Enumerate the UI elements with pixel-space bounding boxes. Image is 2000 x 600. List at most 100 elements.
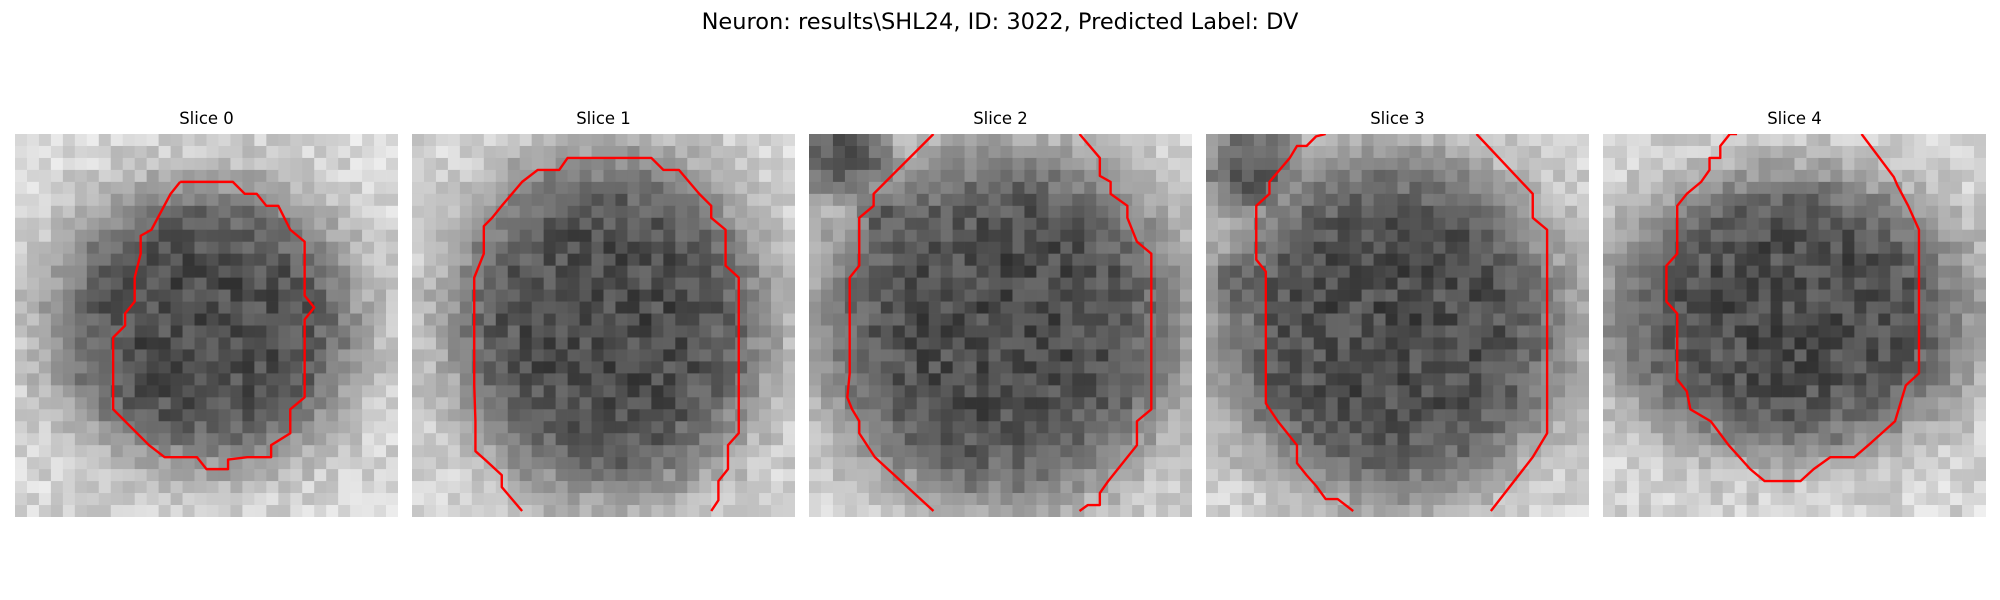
pixel: [543, 325, 556, 338]
pixel: [1012, 181, 1025, 195]
pixel: [1156, 469, 1169, 482]
pixel: [916, 505, 930, 517]
pixel: [1168, 493, 1181, 506]
pixel: [1421, 325, 1434, 338]
pixel: [435, 337, 449, 350]
pixel: [146, 349, 159, 362]
pixel: [627, 337, 640, 350]
pixel: [170, 433, 183, 446]
pixel: [447, 193, 461, 207]
pixel: [1206, 193, 1219, 207]
pixel: [976, 205, 989, 219]
pixel: [1373, 313, 1386, 326]
pixel: [1493, 445, 1506, 458]
pixel: [507, 481, 521, 494]
pixel: [1469, 193, 1482, 207]
pixel: [1710, 277, 1724, 290]
pixel: [1890, 313, 1903, 326]
pixel: [1758, 277, 1771, 290]
pixel: [1950, 289, 1963, 302]
pixel: [1782, 313, 1795, 326]
pixel: [1096, 265, 1109, 278]
pixel: [1469, 421, 1482, 434]
pixel: [1722, 157, 1736, 171]
pixel: [435, 253, 449, 267]
pixel: [940, 253, 953, 267]
pixel: [531, 409, 545, 422]
pixel: [988, 277, 1001, 290]
pixel: [663, 253, 676, 267]
pixel: [1686, 301, 1700, 314]
pixel: [928, 349, 942, 362]
pixel: [1926, 433, 1939, 446]
pixel: [1373, 349, 1386, 362]
pixel: [711, 385, 724, 398]
pixel: [1890, 361, 1903, 374]
pixel: [711, 301, 724, 314]
pixel: [567, 397, 580, 410]
pixel: [759, 134, 772, 147]
pixel: [603, 134, 616, 147]
pixel: [1950, 313, 1963, 326]
pixel: [194, 157, 207, 171]
pixel: [1325, 301, 1339, 314]
pixel: [880, 253, 894, 267]
pixel: [809, 134, 822, 147]
pixel: [1060, 457, 1073, 470]
pixel: [1553, 241, 1566, 255]
pixel: [1217, 481, 1231, 494]
pixel: [1505, 349, 1518, 362]
pixel: [904, 337, 918, 350]
pixel: [1265, 505, 1279, 517]
pixel: [170, 229, 183, 243]
pixel: [1156, 169, 1169, 183]
pixel: [832, 505, 846, 517]
pixel: [1156, 481, 1169, 494]
pixel: [651, 493, 664, 506]
pixel: [964, 145, 977, 159]
pixel: [1096, 493, 1109, 506]
pixel: [495, 409, 509, 422]
pixel: [1830, 337, 1843, 350]
pixel: [940, 445, 953, 458]
pixel: [1962, 301, 1975, 314]
pixel: [675, 349, 688, 362]
pixel: [1349, 289, 1362, 302]
pixel: [507, 421, 521, 434]
pixel: [880, 157, 894, 171]
pixel: [218, 217, 231, 231]
pixel: [110, 217, 124, 231]
pixel: [1024, 433, 1037, 446]
pixel: [964, 157, 977, 171]
pixel: [182, 445, 195, 458]
pixel: [1084, 157, 1097, 171]
pixel: [723, 421, 736, 434]
pixel: [26, 505, 40, 517]
pixel: [976, 493, 989, 506]
pixel: [170, 241, 183, 255]
pixel: [567, 325, 580, 338]
pixel: [952, 241, 965, 255]
pixel: [471, 217, 485, 231]
pixel: [1854, 409, 1867, 422]
pixel: [1650, 301, 1664, 314]
pixel: [1794, 205, 1807, 219]
pixel: [1397, 493, 1410, 506]
pixel: [62, 481, 76, 494]
pixel: [1206, 134, 1219, 147]
pixel: [1120, 505, 1133, 517]
pixel: [759, 481, 772, 494]
pixel: [1734, 373, 1747, 386]
pixel: [1614, 445, 1628, 458]
pixel: [134, 457, 148, 470]
pixel: [50, 481, 64, 494]
pixel: [675, 493, 688, 506]
pixel: [86, 325, 100, 338]
slice-image: [15, 134, 398, 517]
pixel: [1168, 181, 1181, 195]
pixel: [1000, 361, 1013, 374]
pixel: [531, 157, 545, 171]
pixel: [1914, 409, 1927, 422]
pixel: [928, 361, 942, 374]
pixel: [206, 457, 219, 470]
